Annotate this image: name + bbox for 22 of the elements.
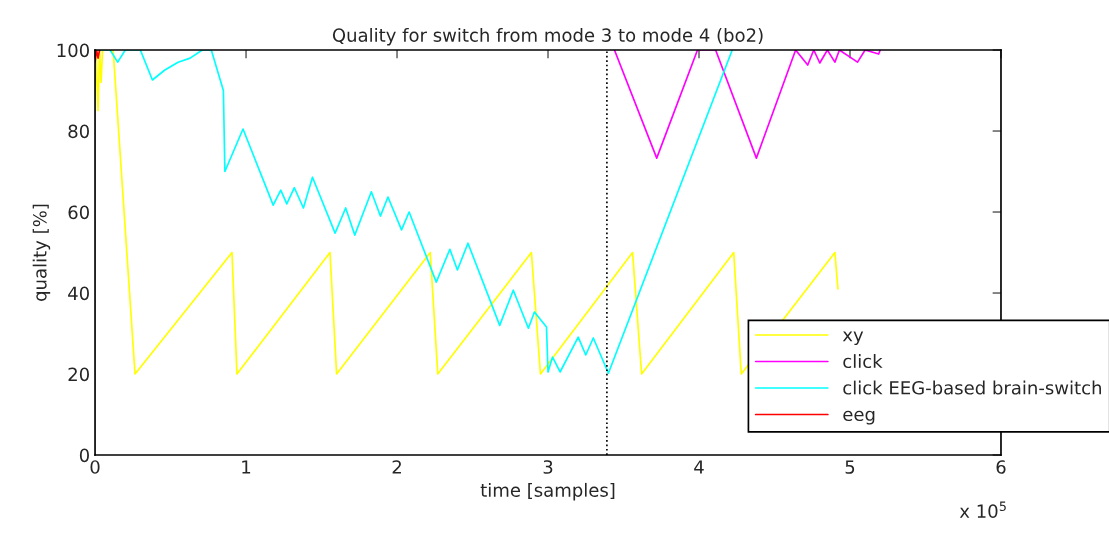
y-tick-label: 60 (68, 205, 89, 220)
legend-label: click EEG-based brain-switch (843, 380, 1101, 395)
x-tick-label: 4 (694, 460, 704, 474)
y-tick-label: 100 (57, 43, 89, 58)
y-tick-label: 0 (79, 448, 89, 463)
x-tick-label: 0 (90, 460, 100, 474)
y-axis-title: quality [%] (32, 204, 51, 301)
x-tick-label: 1 (242, 460, 251, 474)
x-tick-label: 3 (543, 460, 553, 474)
legend-label: eeg (843, 410, 875, 425)
chart-title: Quality for switch from mode 3 to mode 4 (bo2) (332, 27, 763, 46)
text: x 10$^{5}$ (959, 501, 1006, 518)
y-tick-label: 20 (68, 367, 89, 382)
line-series (613, 50, 882, 159)
x-tick-label: 6 (996, 460, 1006, 474)
y-tick-label: 80 (68, 124, 89, 139)
x-tick-label: 2 (392, 460, 401, 474)
y-tick-label: 40 (68, 286, 89, 301)
x-tick-label: 5 (845, 460, 855, 474)
legend-label: xy (842, 331, 864, 346)
legend-label: click (843, 354, 883, 369)
x-axis-title: time [samples] (480, 482, 615, 501)
